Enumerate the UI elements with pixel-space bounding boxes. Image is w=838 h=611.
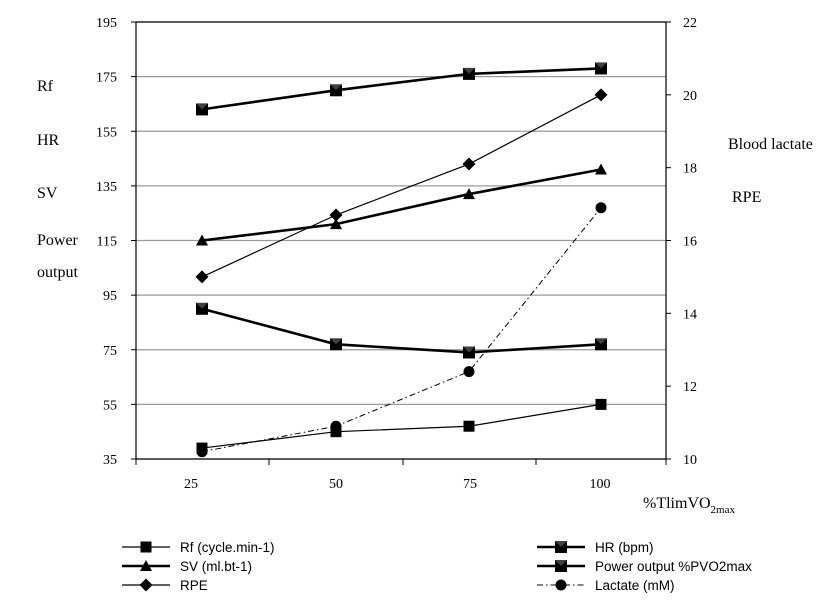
data-point-diamond <box>195 270 209 284</box>
left-tick-label: 155 <box>96 125 117 140</box>
legend-label: SV (ml.bt-1) <box>180 559 252 574</box>
data-point-triangle <box>330 218 342 230</box>
right-axis-labels: Blood lactate RPE <box>728 136 813 206</box>
data-point-hourglass-square-highlight <box>196 103 208 110</box>
left-axis-label: output <box>37 264 78 281</box>
data-point-hourglass-square-highlight <box>595 62 607 69</box>
x-axis-title-main: %TlimVO <box>643 495 711 512</box>
data-point-hourglass-square <box>330 338 342 351</box>
series-line <box>201 168 602 242</box>
data-point-circle <box>595 202 607 214</box>
right-tick-label: 16 <box>683 235 697 250</box>
legend-item: Power output %PVO2max <box>537 559 752 574</box>
legend-item: SV (ml.bt-1) <box>122 559 252 574</box>
left-tick-label: 175 <box>96 71 117 86</box>
data-point-hourglass-square <box>463 67 475 80</box>
right-tick-label: 22 <box>683 16 697 31</box>
x-axis-title-subscript: 2max <box>711 504 736 516</box>
x-tick-label: 75 <box>463 477 477 492</box>
right-axis-label: RPE <box>732 189 761 206</box>
right-tick-label: 14 <box>683 307 697 322</box>
legend-marker <box>139 578 153 592</box>
legend-label: Rf (cycle.min-1) <box>180 540 275 555</box>
legend-marker <box>555 579 567 591</box>
x-tick-label: 100 <box>590 477 611 492</box>
left-tick-label: 35 <box>103 453 117 468</box>
left-tick-label: 135 <box>96 180 117 195</box>
data-point-hourglass-square <box>196 302 208 315</box>
data-point-hourglass-square <box>463 346 475 359</box>
right-tick-label: 20 <box>683 89 697 104</box>
data-point-diamond <box>594 88 608 102</box>
left-axis-label: Rf <box>37 78 54 95</box>
data-point-triangle <box>463 188 475 200</box>
legend-marker <box>555 560 567 572</box>
series-0 <box>196 398 607 454</box>
legend-item: HR (bpm) <box>537 540 654 555</box>
axes: 35 55 75 95 115 135 155 175 195 10 12 14 16 18 20 22 25 5… <box>96 16 697 492</box>
series-4 <box>195 88 608 284</box>
data-point-hourglass-square <box>196 103 208 116</box>
legend-item: Rf (cycle.min-1) <box>122 540 275 555</box>
data-point-diamond <box>462 157 476 171</box>
data-point-square <box>595 398 607 410</box>
data-point-hourglass-square-highlight <box>463 67 475 74</box>
left-axis-label: SV <box>37 185 58 202</box>
legend-marker-highlight <box>555 560 567 566</box>
data-point-square <box>463 420 475 432</box>
left-tick-label: 195 <box>96 16 117 31</box>
data-point-hourglass-square-highlight <box>196 302 208 309</box>
x-tick-label: 25 <box>184 477 198 492</box>
right-axis-label: Blood lactate <box>728 136 813 153</box>
legend-marker <box>555 541 567 553</box>
data-point-hourglass-square <box>330 84 342 97</box>
series-2 <box>196 163 607 246</box>
left-tick-label: 115 <box>97 235 117 250</box>
legend-label: Power output %PVO2max <box>595 559 752 574</box>
left-tick-label: 55 <box>103 398 117 413</box>
data-point-hourglass-square-highlight <box>330 84 342 91</box>
data-point-triangle <box>196 234 208 246</box>
left-tick-label: 95 <box>103 289 117 304</box>
x-tick-label: 50 <box>329 477 343 492</box>
series-line <box>201 207 602 453</box>
series-5 <box>196 202 607 458</box>
data-point-hourglass-square-highlight <box>330 338 342 345</box>
legend-label: RPE <box>180 578 208 593</box>
legend-marker-highlight <box>555 541 567 547</box>
right-tick-label: 18 <box>683 162 697 177</box>
right-tick-label: 10 <box>683 453 697 468</box>
legend: Rf (cycle.min-1) HR (bpm) SV (ml.bt-1) Powe… <box>122 540 752 593</box>
data-point-circle <box>463 366 475 378</box>
right-tick-label: 12 <box>683 380 697 395</box>
series-line <box>201 307 602 354</box>
series-line <box>201 403 602 449</box>
data-point-hourglass-square-highlight <box>595 338 607 345</box>
legend-item: RPE <box>122 578 208 593</box>
grid-lines <box>136 21 666 460</box>
data-point-hourglass-square <box>595 338 607 351</box>
data-point-circle <box>196 446 208 458</box>
left-tick-label: 75 <box>103 344 117 359</box>
data-point-triangle <box>595 163 607 175</box>
legend-label: HR (bpm) <box>595 540 654 555</box>
data-point-hourglass-square <box>595 62 607 75</box>
legend-marker <box>140 541 152 553</box>
series-group <box>195 62 608 458</box>
legend-item: Lactate (mM) <box>537 578 675 593</box>
left-axis-label: HR <box>37 132 60 149</box>
left-axis-label: Power <box>37 232 79 249</box>
series-line <box>201 67 602 111</box>
legend-marker <box>140 560 152 571</box>
series-line <box>201 94 602 278</box>
data-point-diamond <box>329 208 343 222</box>
data-point-circle <box>330 420 342 432</box>
x-axis-title: %TlimVO2max <box>643 495 735 516</box>
data-point-hourglass-square-highlight <box>463 346 475 353</box>
left-axis-labels: Rf HR SV Power output <box>37 78 79 281</box>
legend-label: Lactate (mM) <box>595 578 675 593</box>
series-3 <box>196 302 607 359</box>
series-1 <box>196 62 607 116</box>
